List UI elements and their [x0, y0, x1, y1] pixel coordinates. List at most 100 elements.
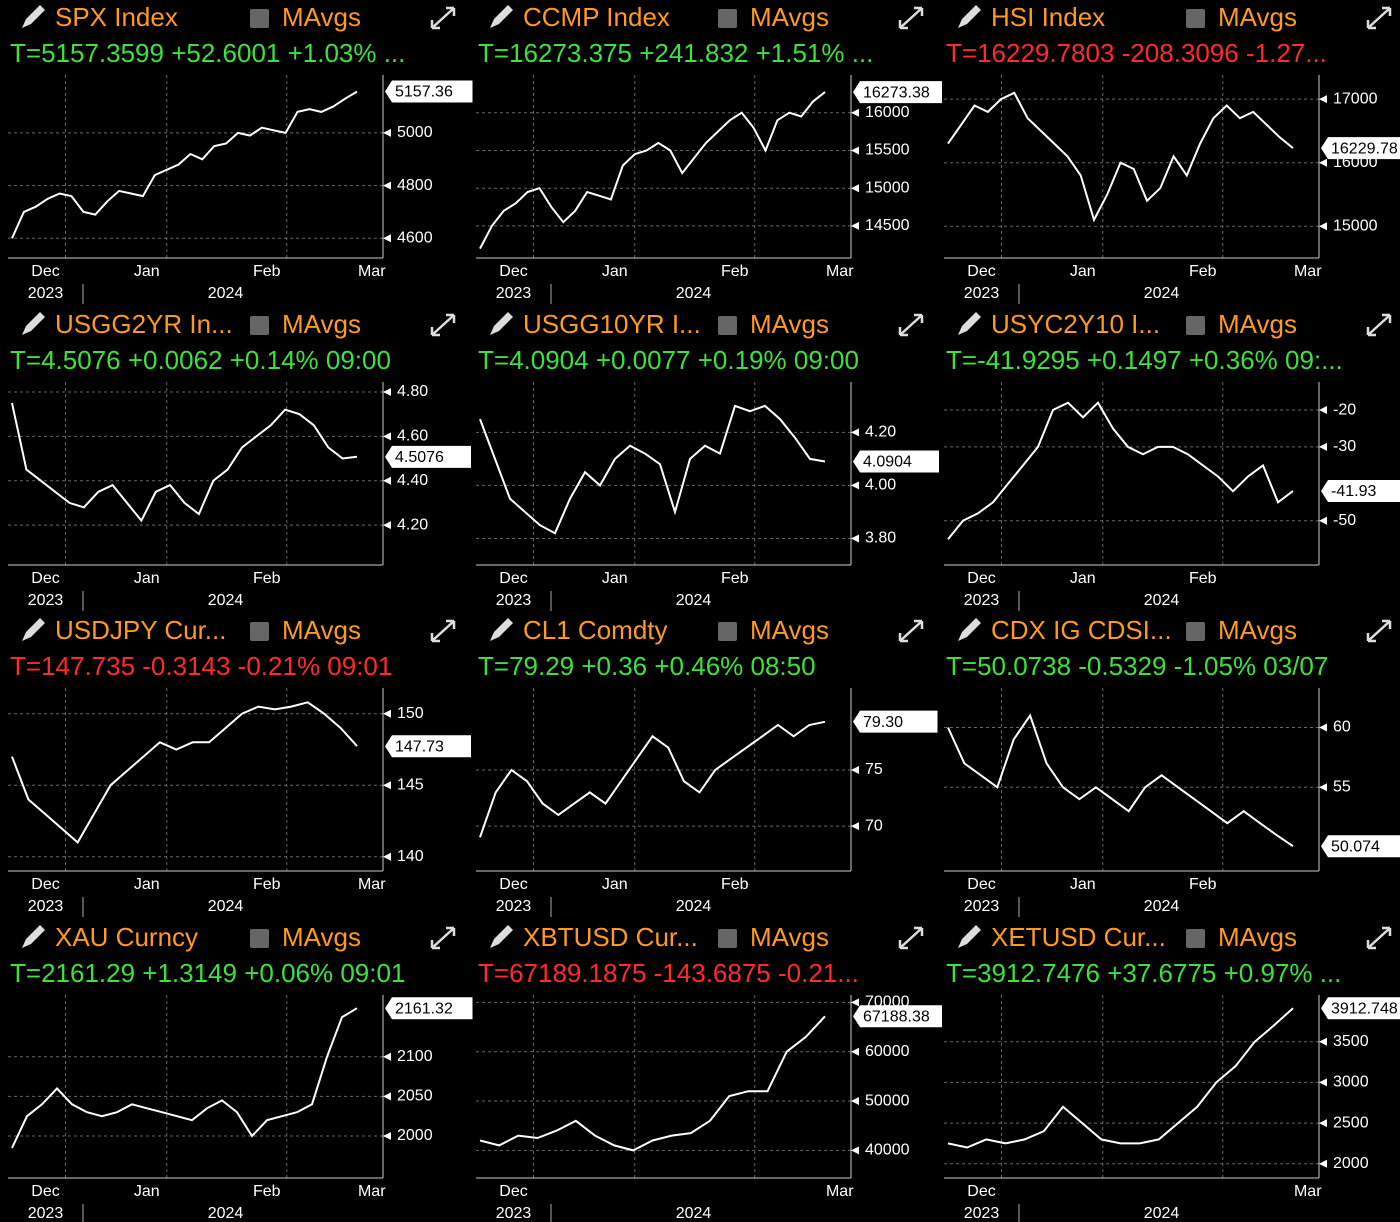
- edit-icon[interactable]: [22, 312, 45, 335]
- expand-icon[interactable]: [430, 313, 456, 337]
- edit-icon[interactable]: [490, 5, 513, 28]
- year-label: 2024: [208, 285, 244, 302]
- edit-icon[interactable]: [22, 5, 45, 28]
- y-tick: [1319, 1119, 1327, 1128]
- y-tick-label: 2050: [397, 1088, 433, 1105]
- toggle-checkbox[interactable]: [1186, 929, 1205, 948]
- chart-title: SPX Index: [55, 2, 178, 32]
- expand-icon[interactable]: [898, 926, 924, 950]
- edit-icon[interactable]: [22, 925, 45, 948]
- y-tick-label: 16000: [865, 104, 910, 121]
- price-line: [947, 713, 1294, 848]
- quote: T=5157.3599 +52.6001 +1.03% ...: [10, 38, 405, 68]
- toggle-checkbox[interactable]: [250, 622, 269, 641]
- x-tick-label: Jan: [1070, 263, 1096, 280]
- last-value-label: 16229.78: [1331, 140, 1398, 157]
- x-tick-label: Mar: [358, 876, 386, 893]
- x-tick-label: Jan: [134, 570, 160, 587]
- edit-icon[interactable]: [958, 5, 981, 28]
- expand-icon[interactable]: [1366, 926, 1392, 950]
- toggle-checkbox[interactable]: [718, 316, 737, 335]
- x-tick-label: Feb: [721, 263, 749, 280]
- edit-icon[interactable]: [958, 925, 981, 948]
- year-label: 2024: [1144, 285, 1180, 302]
- price-line: [11, 701, 358, 844]
- quote: T=67189.1875 -143.6875 -0.21...: [478, 958, 859, 988]
- edit-icon[interactable]: [22, 618, 45, 641]
- x-tick-label: Jan: [134, 263, 160, 280]
- edit-icon[interactable]: [490, 312, 513, 335]
- year-label: 2024: [676, 285, 712, 302]
- chart-title: USYC2Y10 I...: [991, 309, 1160, 339]
- y-tick: [383, 476, 391, 485]
- quote: T=16229.7803 -208.3096 -1.27...: [946, 38, 1327, 68]
- toggle-checkbox[interactable]: [250, 9, 269, 28]
- toggle-checkbox[interactable]: [1186, 9, 1205, 28]
- expand-icon[interactable]: [430, 926, 456, 950]
- year-label: 2023: [28, 285, 64, 302]
- edit-icon[interactable]: [490, 618, 513, 641]
- edit-icon[interactable]: [958, 618, 981, 641]
- last-value-label: 3912.748: [1331, 1000, 1398, 1017]
- x-tick-label: Jan: [134, 876, 160, 893]
- quote: T=16273.375 +241.832 +1.51% ...: [478, 38, 873, 68]
- x-tick-label: Feb: [1189, 876, 1217, 893]
- year-label: 2024: [1144, 592, 1180, 609]
- x-tick-label: Dec: [499, 1183, 527, 1200]
- price-line: [947, 91, 1294, 223]
- price-line: [11, 402, 358, 523]
- x-tick-label: Mar: [358, 1183, 386, 1200]
- edit-icon[interactable]: [490, 925, 513, 948]
- y-tick-label: 4.00: [865, 477, 896, 494]
- last-value-label: 79.30: [863, 714, 903, 731]
- chart-title: HSI Index: [991, 2, 1105, 32]
- expand-icon[interactable]: [430, 6, 456, 30]
- x-tick-label: Dec: [31, 1183, 59, 1200]
- toggle-checkbox[interactable]: [250, 929, 269, 948]
- last-value-label: 147.73: [395, 738, 444, 755]
- y-tick-label: 15000: [865, 179, 910, 196]
- y-tick: [383, 181, 391, 190]
- price-line: [11, 90, 358, 239]
- expand-icon[interactable]: [1366, 619, 1392, 643]
- last-value-tag: [385, 445, 471, 468]
- toggle-checkbox[interactable]: [718, 929, 737, 948]
- y-tick: [1319, 1078, 1327, 1087]
- expand-icon[interactable]: [898, 313, 924, 337]
- y-tick: [383, 1132, 391, 1141]
- expand-icon[interactable]: [898, 619, 924, 643]
- chart-panel: USGG10YR I... MAvgs T=4.0904 +0.0077 +0.19…: [476, 309, 939, 611]
- y-tick-label: 140: [397, 848, 424, 865]
- y-tick-label: 5000: [397, 124, 433, 141]
- chart-title: XBTUSD Cur...: [523, 922, 698, 952]
- toggle-checkbox[interactable]: [718, 9, 737, 28]
- expand-icon[interactable]: [1366, 313, 1392, 337]
- year-label: 2023: [964, 592, 1000, 609]
- chart-panel: HSI Index MAvgs T=16229.7803 -208.3096 -1.…: [944, 2, 1400, 304]
- y-tick: [383, 1092, 391, 1101]
- x-tick-label: Dec: [31, 263, 59, 280]
- y-tick: [851, 108, 859, 117]
- y-tick-label: 50000: [865, 1092, 910, 1109]
- y-tick-label: 70: [865, 817, 883, 834]
- y-tick: [851, 481, 859, 490]
- price-line: [479, 91, 826, 250]
- quote: T=147.735 -0.3143 -0.21% 09:01: [10, 651, 392, 681]
- toggle-checkbox[interactable]: [1186, 316, 1205, 335]
- chart-title: CDX IG CDSI...: [991, 615, 1172, 645]
- y-tick: [383, 709, 391, 718]
- edit-icon[interactable]: [958, 312, 981, 335]
- y-tick: [851, 1146, 859, 1155]
- toggle-checkbox[interactable]: [718, 622, 737, 641]
- toggle-checkbox[interactable]: [250, 316, 269, 335]
- expand-icon[interactable]: [430, 619, 456, 643]
- y-tick: [383, 432, 391, 441]
- chart-panel: USYC2Y10 I... MAvgs T=-41.9295 +0.1497 +0.…: [944, 309, 1400, 611]
- x-tick-label: Dec: [499, 876, 527, 893]
- toggle-label: MAvgs: [1218, 615, 1297, 645]
- x-tick-label: Jan: [1070, 876, 1096, 893]
- expand-icon[interactable]: [898, 6, 924, 30]
- year-label: 2024: [676, 1205, 712, 1222]
- expand-icon[interactable]: [1366, 6, 1392, 30]
- toggle-checkbox[interactable]: [1186, 622, 1205, 641]
